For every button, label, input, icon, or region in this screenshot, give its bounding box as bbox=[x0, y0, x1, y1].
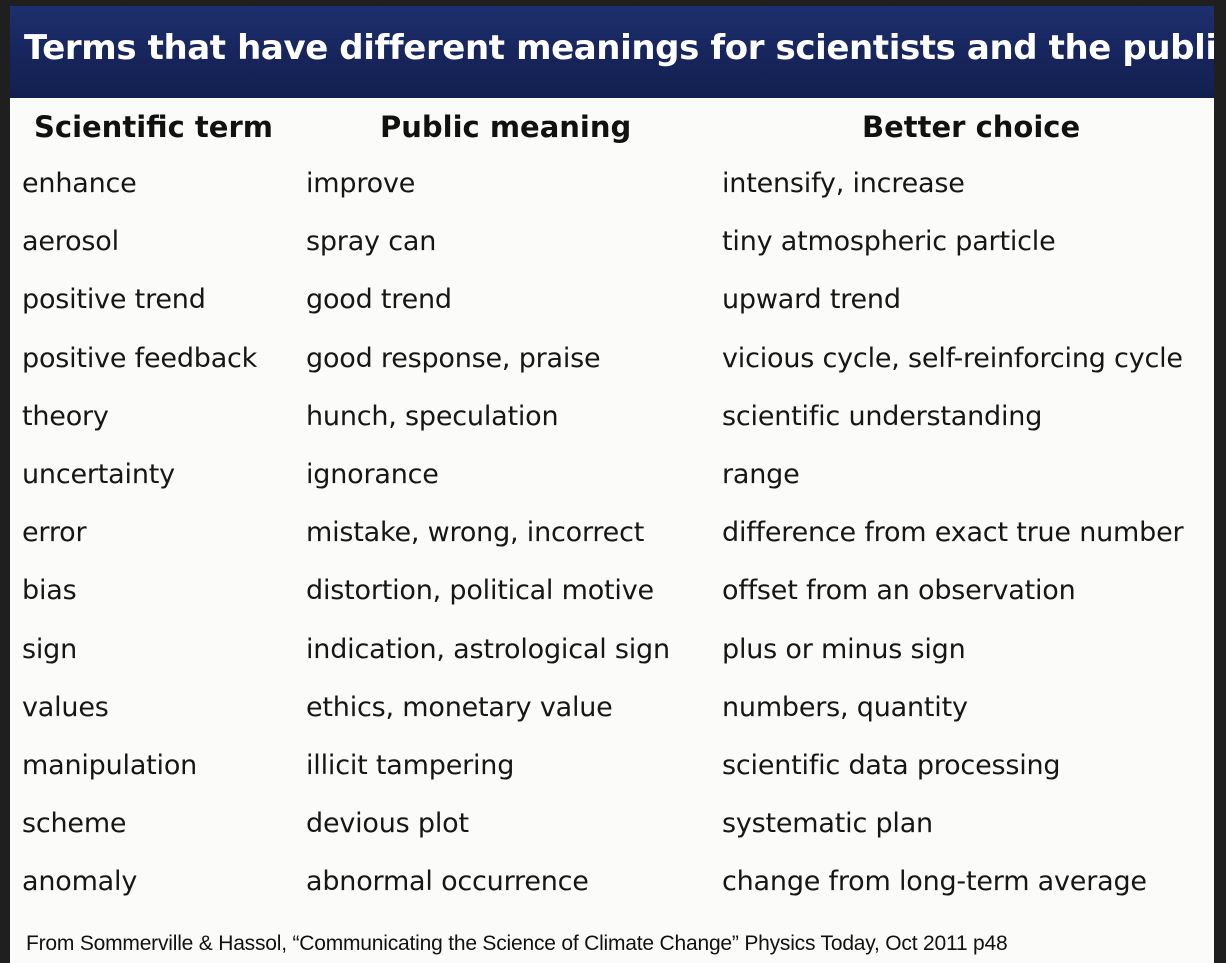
table-row: error mistake, wrong, incorrect differen… bbox=[10, 505, 1214, 563]
public-meaning-cell: devious plot bbox=[306, 808, 469, 840]
better-choice-cell: scientific understanding bbox=[722, 400, 1043, 432]
table-row: anomaly abnormal occurrence change from … bbox=[10, 854, 1214, 912]
scientific-term-cell: scheme bbox=[22, 808, 127, 840]
table-row: sign indication, astrological sign plus … bbox=[10, 622, 1214, 680]
title-banner: Terms that have different meanings for s… bbox=[10, 6, 1214, 98]
table-row: positive feedback good response, praise … bbox=[10, 331, 1214, 389]
public-meaning-cell: abnormal occurrence bbox=[306, 866, 589, 898]
source-citation: From Sommerville & Hassol, “Communicatin… bbox=[26, 932, 1008, 955]
better-choice-cell: upward trend bbox=[722, 284, 901, 316]
column-header-scientific-term: Scientific term bbox=[34, 110, 273, 144]
better-choice-cell: numbers, quantity bbox=[722, 691, 968, 723]
scientific-term-cell: manipulation bbox=[22, 749, 198, 781]
table-body: enhance improve intensify, increase aero… bbox=[10, 156, 1214, 912]
scientific-term-cell: enhance bbox=[22, 168, 137, 199]
table-row: bias distortion, political motive offset… bbox=[10, 563, 1214, 621]
table-card: Terms that have different meanings for s… bbox=[10, 6, 1214, 963]
scientific-term-cell: theory bbox=[22, 400, 109, 432]
column-header-better-choice: Better choice bbox=[862, 110, 1081, 144]
better-choice-cell: intensify, increase bbox=[722, 168, 965, 199]
better-choice-cell: offset from an observation bbox=[722, 575, 1076, 607]
better-choice-cell: change from long-term average bbox=[722, 866, 1147, 898]
better-choice-cell: tiny atmospheric particle bbox=[722, 226, 1056, 258]
better-choice-cell: vicious cycle, self-reinforcing cycle bbox=[722, 342, 1183, 374]
public-meaning-cell: improve bbox=[306, 168, 416, 199]
table-row: positive trend good trend upward trend bbox=[10, 272, 1214, 330]
scientific-term-cell: error bbox=[22, 517, 87, 549]
scientific-term-cell: positive feedback bbox=[22, 342, 258, 374]
table-row: manipulation illicit tampering scientifi… bbox=[10, 738, 1214, 796]
public-meaning-cell: ethics, monetary value bbox=[306, 691, 613, 723]
public-meaning-cell: indication, astrological sign bbox=[306, 633, 670, 665]
scientific-term-cell: bias bbox=[22, 575, 77, 607]
table-row: aerosol spray can tiny atmospheric parti… bbox=[10, 214, 1214, 272]
scientific-term-cell: anomaly bbox=[22, 866, 138, 898]
table-row: enhance improve intensify, increase bbox=[10, 156, 1214, 214]
better-choice-cell: plus or minus sign bbox=[722, 633, 966, 665]
public-meaning-cell: distortion, political motive bbox=[306, 575, 654, 607]
public-meaning-cell: hunch, speculation bbox=[306, 400, 559, 432]
scientific-term-cell: uncertainty bbox=[22, 458, 175, 490]
table-row: scheme devious plot systematic plan bbox=[10, 796, 1214, 854]
table-row: theory hunch, speculation scientific und… bbox=[10, 389, 1214, 447]
better-choice-cell: range bbox=[722, 458, 800, 490]
table-row: uncertainty ignorance range bbox=[10, 447, 1214, 505]
public-meaning-cell: mistake, wrong, incorrect bbox=[306, 517, 645, 549]
public-meaning-cell: spray can bbox=[306, 226, 437, 258]
scientific-term-cell: sign bbox=[22, 633, 78, 665]
scientific-term-cell: positive trend bbox=[22, 284, 206, 316]
better-choice-cell: scientific data processing bbox=[722, 749, 1061, 781]
better-choice-cell: systematic plan bbox=[722, 808, 933, 840]
table-title: Terms that have different meanings for s… bbox=[24, 28, 1214, 68]
table-row: values ethics, monetary value numbers, q… bbox=[10, 680, 1214, 738]
public-meaning-cell: good trend bbox=[306, 284, 452, 316]
public-meaning-cell: ignorance bbox=[306, 458, 439, 490]
column-header-public-meaning: Public meaning bbox=[380, 110, 632, 144]
scientific-term-cell: values bbox=[22, 691, 109, 723]
scientific-term-cell: aerosol bbox=[22, 226, 119, 258]
public-meaning-cell: good response, praise bbox=[306, 342, 601, 374]
better-choice-cell: difference from exact true number bbox=[722, 517, 1184, 549]
public-meaning-cell: illicit tampering bbox=[306, 749, 515, 781]
